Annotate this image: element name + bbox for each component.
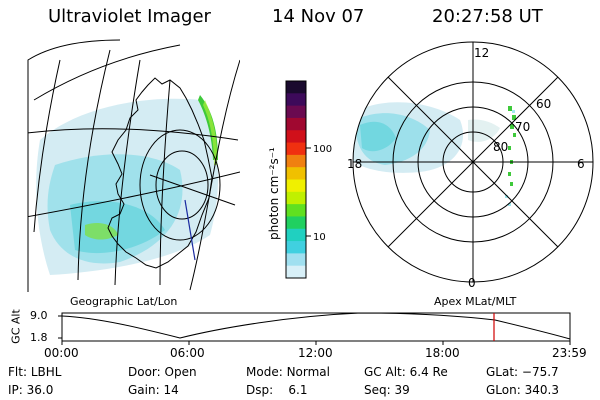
mlt-18-label: 18: [347, 157, 363, 171]
image-core: [70, 201, 165, 254]
mlat-70-label: 70: [515, 120, 531, 134]
seq-info: Seq: 39: [364, 383, 410, 397]
arc-line-1: [33, 44, 181, 101]
color-bar-segment: [286, 253, 306, 267]
mode-value: Normal: [286, 365, 330, 379]
cross-line: [149, 174, 236, 206]
color-bar-segment: [286, 105, 306, 119]
terminator-line: [184, 199, 196, 261]
color-bar-segment: [286, 142, 306, 156]
color-bar-segment: [286, 81, 306, 94]
mlat-60-label: 60: [536, 97, 552, 111]
xtick-2359: 23:59: [552, 346, 587, 360]
geographic-label: Geographic Lat/Lon: [70, 295, 178, 308]
gcalt-info: GC Alt: 6.4 Re: [364, 365, 448, 379]
lat-circle-1: [139, 129, 221, 241]
altitude-ytick-high: 9.0: [30, 309, 48, 322]
color-bar-segment: [286, 265, 306, 279]
gain-info: Gain: 14: [128, 383, 179, 397]
color-bar-segment: [286, 204, 306, 217]
color-bar-segment: [286, 167, 306, 180]
glon-value: 340.3: [524, 383, 559, 397]
apex-label: Apex MLat/MLT: [434, 295, 517, 308]
date-label: 14 Nov 07: [272, 6, 365, 27]
mlt-6-label: 6: [577, 157, 585, 171]
altitude-xticks: [61, 341, 571, 345]
gain-value: 14: [163, 383, 179, 397]
altitude-ylabel: GC Alt: [9, 309, 23, 344]
polar-core: [360, 121, 396, 152]
glat-info: GLat: −75.7: [486, 365, 559, 379]
seq-value: 39: [394, 383, 410, 397]
auroral-arc-edge: [203, 100, 218, 165]
color-bar-segment: [286, 228, 306, 242]
meridian-2: [77, 49, 111, 281]
ip-info: IP: 36.0: [8, 383, 54, 397]
xtick-0600: 06:00: [170, 346, 205, 360]
color-scale-bar: [286, 81, 306, 279]
color-bar-segment: [286, 241, 306, 254]
lat-line-1: [28, 128, 239, 141]
time-label: 20:27:58 UT: [432, 6, 543, 27]
mlt-0-label: 0: [468, 276, 476, 290]
filter-info: Flt: LBHL: [8, 365, 62, 379]
door-info: Door: Open: [128, 365, 197, 379]
altitude-ytick-low: 1.8: [30, 331, 48, 344]
meridian-3: [114, 59, 141, 286]
mode-info: Mode: Normal: [246, 365, 330, 379]
polar-small-dots: [505, 110, 515, 206]
mlat-80-label: 80: [493, 140, 509, 154]
image-bright-spot: [85, 223, 118, 240]
polar-arc-dots: [508, 106, 516, 186]
color-bar-segment: [286, 93, 306, 107]
color-bar-segment: [286, 117, 306, 131]
mlt-12-label: 12: [474, 46, 490, 60]
altitude-curve: [61, 312, 571, 340]
xtick-0000: 00:00: [44, 346, 79, 360]
gcalt-value: 6.4 Re: [409, 365, 448, 379]
filter-value: LBHL: [30, 365, 62, 379]
color-bar-frame: [285, 80, 307, 279]
xtick-1800: 18:00: [425, 346, 460, 360]
ip-value: 36.0: [26, 383, 54, 397]
color-bar-segment: [286, 179, 306, 193]
polar-faint: [468, 119, 500, 142]
glon-info: GLon: 340.3: [486, 383, 559, 397]
limb-line: [189, 59, 240, 291]
color-bar-segment: [286, 154, 306, 168]
xtick-1200: 12:00: [298, 346, 333, 360]
polar-plot: [353, 102, 516, 206]
lat-line-2: [28, 171, 240, 218]
continent-outline: [107, 77, 213, 269]
color-bar-segment: [286, 130, 306, 144]
meridian-4: [159, 79, 171, 286]
color-bar-segment: [286, 191, 306, 205]
cbar-label-10: 10: [313, 232, 326, 243]
cbar-unit-label: photon cm⁻²s⁻¹: [267, 147, 281, 240]
meridian-1: [33, 59, 61, 233]
cbar-label-100: 100: [313, 144, 332, 155]
lat-circle-2: [155, 150, 209, 220]
door-value: Open: [164, 365, 197, 379]
polar-grid: [352, 41, 594, 283]
glat-value: −75.7: [521, 365, 559, 379]
dsp-value: 6.1: [288, 383, 308, 397]
geographic-map: [28, 44, 240, 291]
dsp-info: Dsp: 6.1: [246, 383, 308, 397]
instrument-title: Ultraviolet Imager: [48, 6, 211, 27]
map-border: [27, 39, 121, 292]
color-bar-segment: [286, 216, 306, 230]
